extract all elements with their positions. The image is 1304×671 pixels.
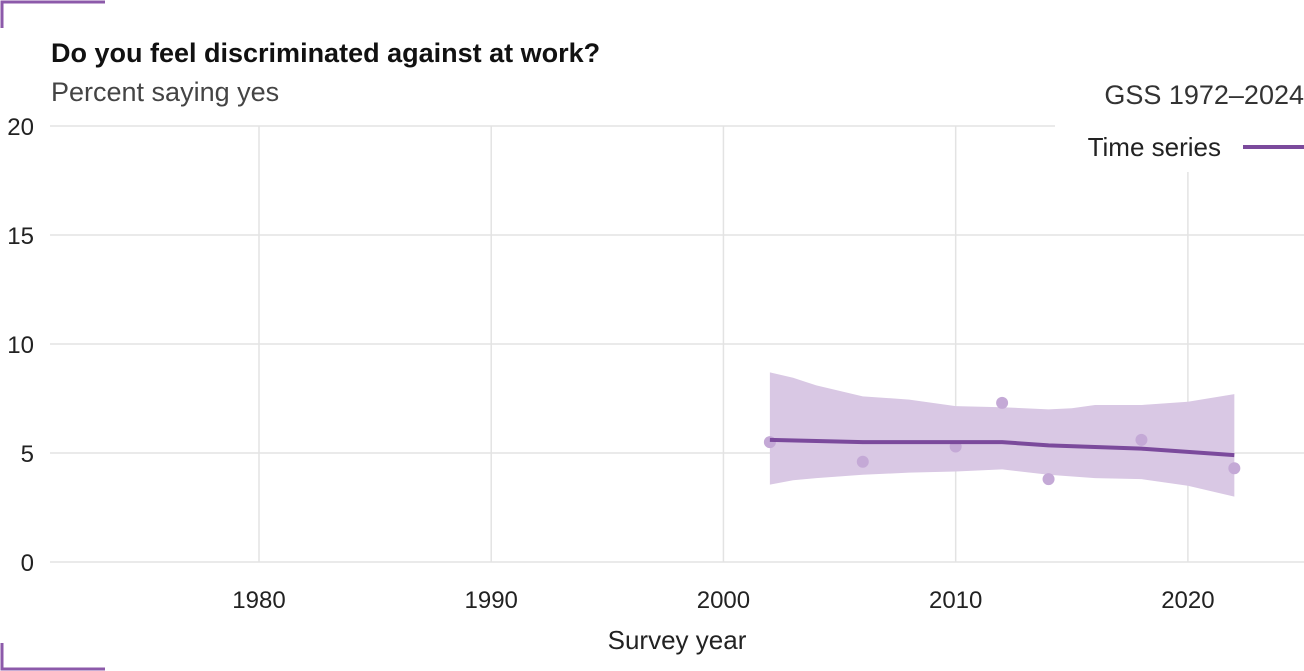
- data-point: [1135, 433, 1148, 446]
- chart-subtitle: Percent saying yes: [51, 77, 279, 107]
- data-point: [856, 455, 869, 468]
- legend-title: GSS 1972–2024: [1104, 80, 1304, 110]
- y-tick-labels: 0 5 10 15 20: [7, 114, 34, 577]
- data-point: [996, 396, 1009, 409]
- y-tick-label: 0: [21, 550, 34, 577]
- x-tick-label: 1990: [465, 587, 518, 614]
- data-point: [1042, 473, 1055, 486]
- data-point: [1228, 462, 1241, 475]
- trend-line-layer: [769, 437, 1235, 458]
- trend-line: [769, 437, 1235, 458]
- legend: GSS 1972–2024 Time series: [1055, 72, 1304, 172]
- y-tick-label: 15: [7, 223, 34, 250]
- chart-title: Do you feel discriminated against at wor…: [51, 38, 600, 68]
- x-tick-label: 2010: [929, 587, 982, 614]
- x-tick-labels: 1980 1990 2000 2010 2020: [232, 587, 1214, 614]
- y-tick-label: 5: [21, 441, 34, 468]
- x-tick-label: 2020: [1161, 587, 1214, 614]
- y-tick-label: 10: [7, 332, 34, 359]
- x-axis-label: Survey year: [608, 625, 747, 655]
- confidence-band: [769, 372, 1235, 497]
- y-tick-label: 20: [7, 114, 34, 141]
- corner-mark-bottom: [0, 643, 105, 671]
- legend-background: [1055, 72, 1304, 172]
- data-point: [763, 436, 776, 449]
- confidence-band-layer: [769, 372, 1235, 497]
- x-tick-label: 2000: [697, 587, 750, 614]
- corner-mark-top: [0, 0, 105, 28]
- legend-label-time-series: Time series: [1088, 132, 1221, 162]
- grid-layer: [50, 125, 1304, 563]
- x-tick-label: 1980: [232, 587, 285, 614]
